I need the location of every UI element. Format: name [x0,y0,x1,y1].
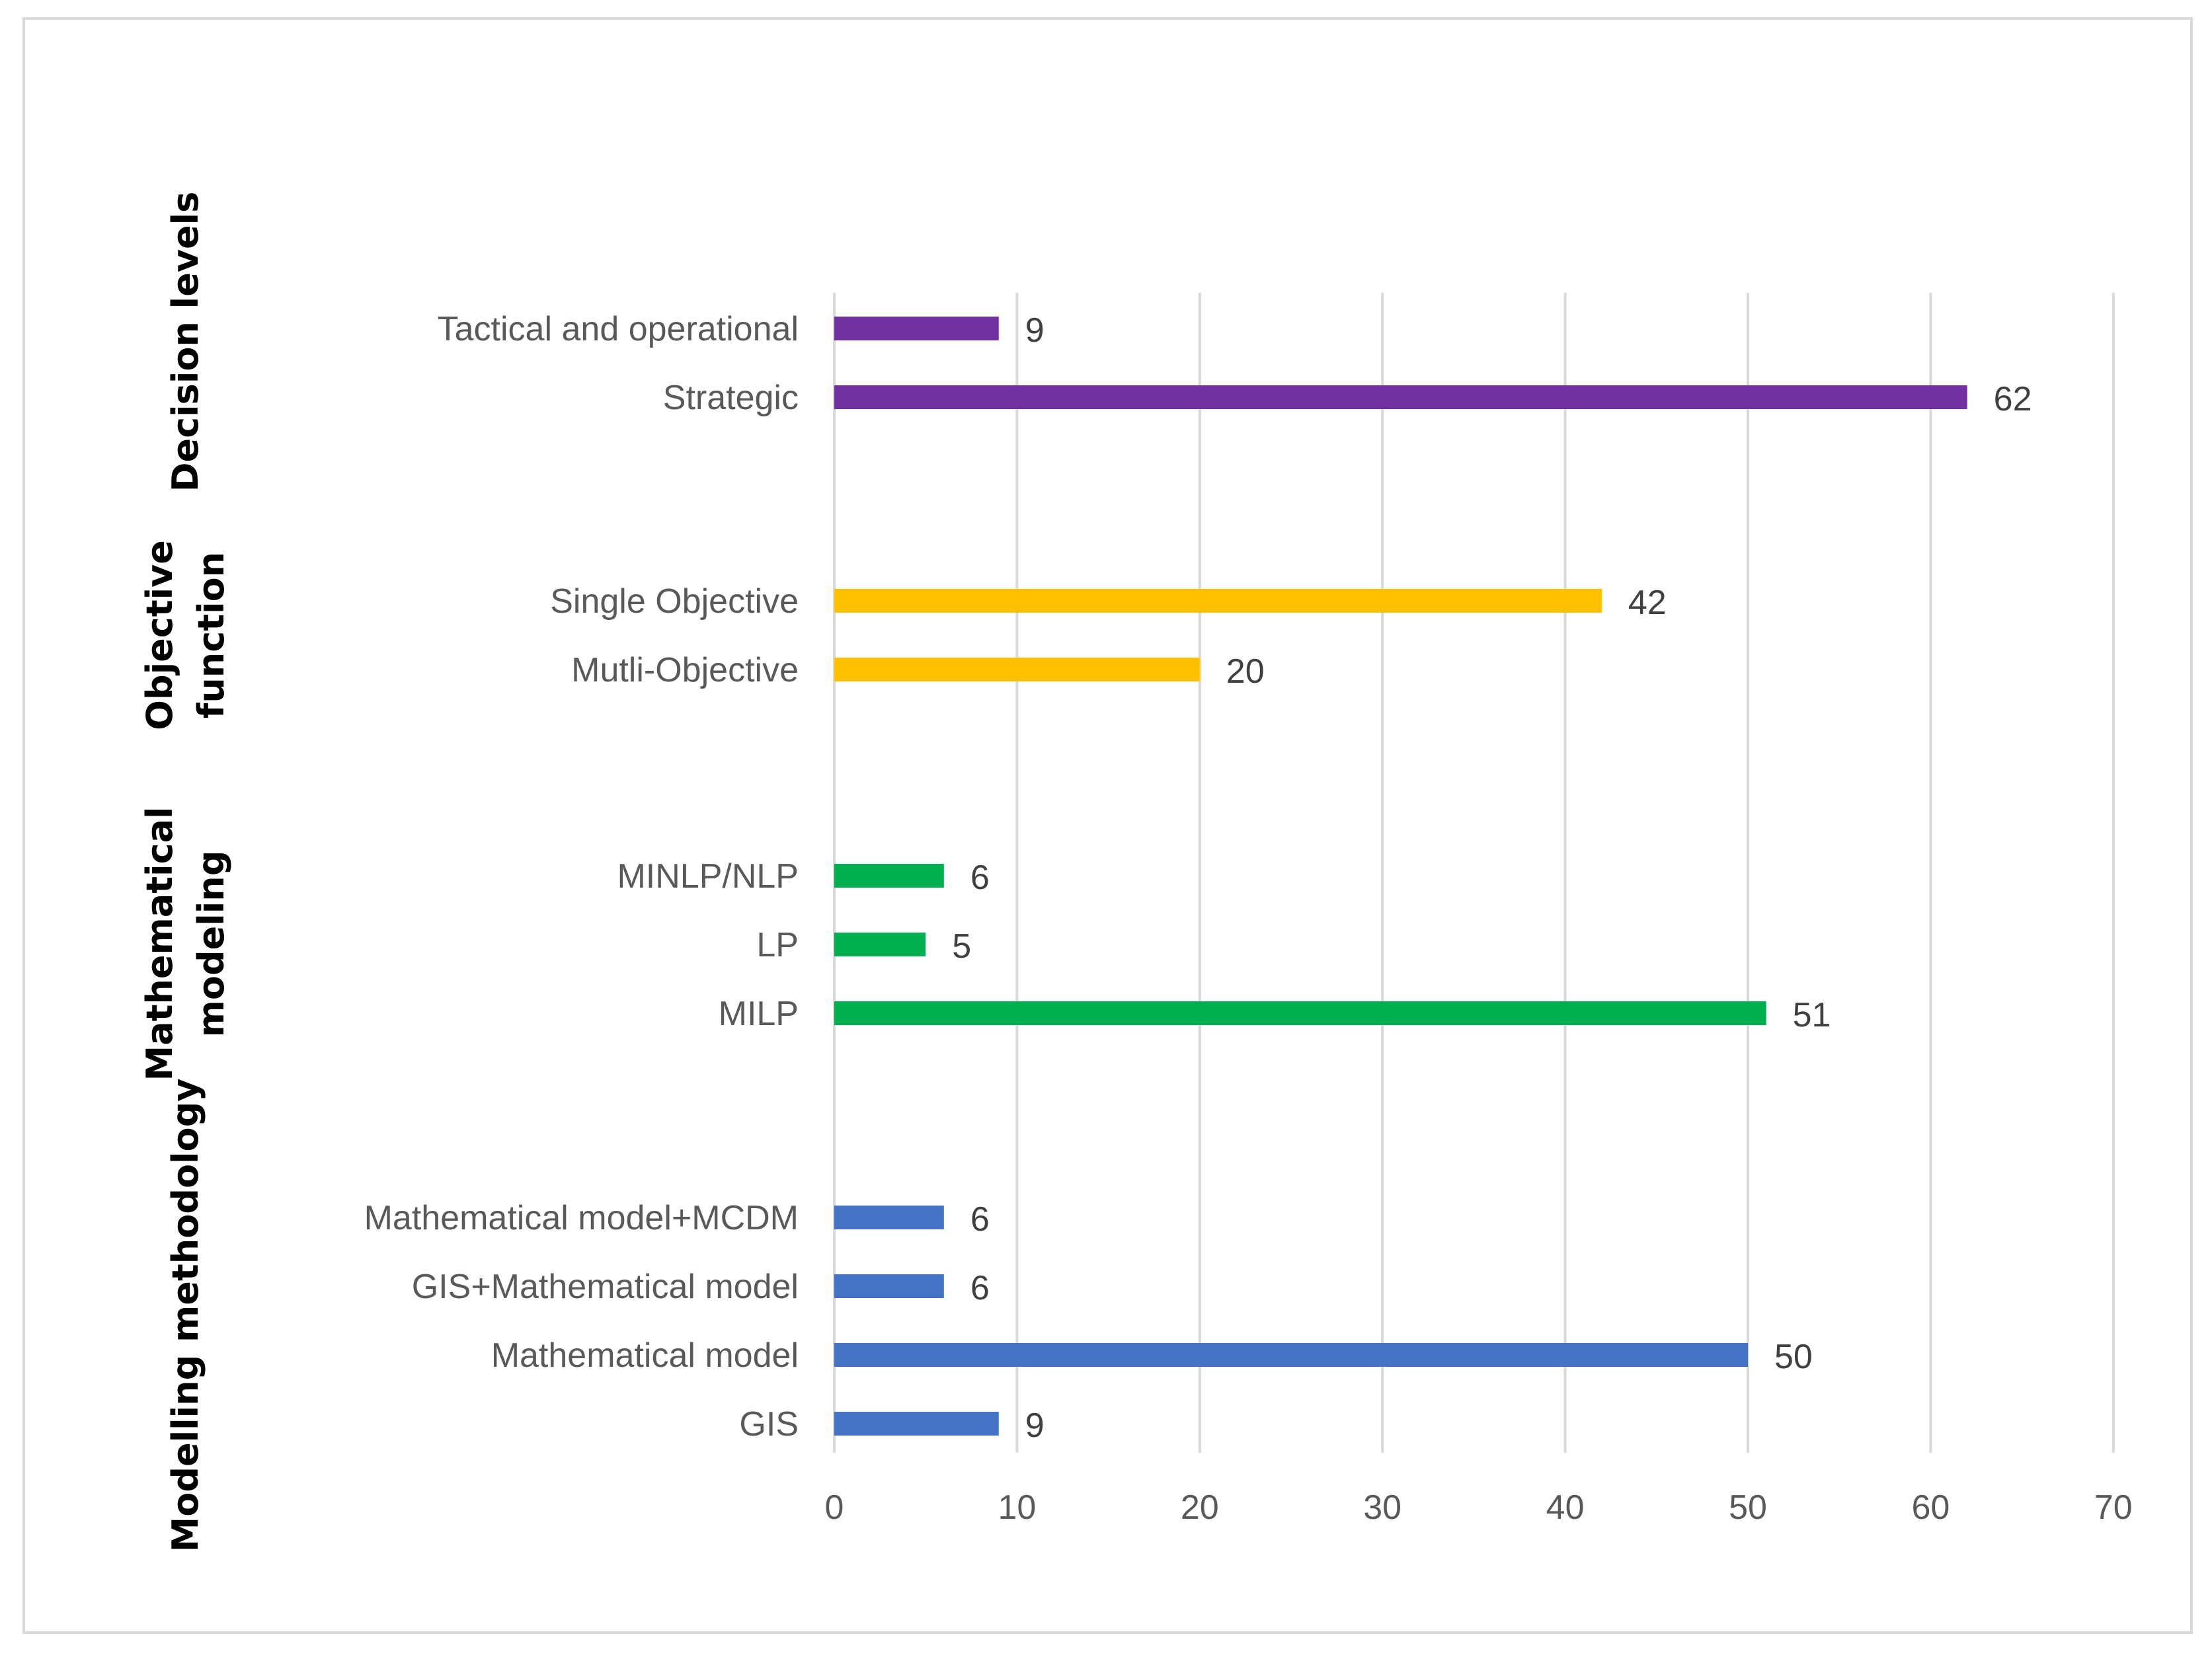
bar [834,1206,944,1229]
category-label: Strategic [663,379,799,417]
bar [834,1343,1748,1367]
x-tick-label: 0 [825,1488,844,1527]
x-tick-label: 50 [1729,1488,1767,1527]
bar [834,933,926,956]
data-label: 62 [1994,380,2032,418]
bar [834,864,944,888]
group-label: Mathematical modeling [139,806,232,1081]
group-label-line: Decision levels [165,192,206,492]
x-tick-label: 30 [1363,1488,1402,1527]
bar [834,1274,944,1298]
group-label: Modelling methodology [165,1078,206,1552]
data-label: 6 [970,859,990,897]
bar [834,589,1602,613]
bar [834,658,1200,681]
category-label: MINLP/NLP [617,857,799,896]
category-label: Mathematical model+MCDM [364,1199,799,1237]
data-label: 9 [1025,1406,1045,1445]
data-label: 51 [1793,996,1831,1034]
data-label: 9 [1025,311,1045,350]
data-label: 20 [1226,652,1265,691]
x-tick-label: 70 [2094,1488,2133,1527]
bar [834,385,1967,409]
x-tick-label: 20 [1181,1488,1219,1527]
category-label: Mathematical model [491,1336,799,1375]
group-label-line: function [190,552,232,718]
data-label: 50 [1774,1338,1813,1376]
x-tick-label: 10 [998,1488,1036,1527]
data-label: 42 [1628,584,1667,622]
bar [834,1412,999,1436]
category-label: LP [756,926,799,964]
group-label-line: Objective [139,540,180,730]
category-label: GIS+Mathematical model [412,1268,799,1306]
group-label-line: Mathematical [139,806,180,1081]
bar [834,317,999,340]
category-label: MILP [719,995,799,1033]
group-label: Decision levels [165,192,206,492]
x-tick-label: 60 [1911,1488,1950,1527]
data-label: 6 [970,1200,990,1239]
bar [834,1001,1766,1025]
group-label-line: modeling [190,851,232,1038]
category-label: GIS [739,1405,799,1443]
category-label: Mutli-Objective [571,651,799,689]
data-label: 5 [952,927,971,966]
group-label: Objective function [139,540,232,730]
category-label: Tactical and operational [438,310,799,348]
group-label-line: Modelling methodology [165,1078,206,1552]
category-label: Single Objective [550,582,799,621]
x-tick-label: 40 [1546,1488,1585,1527]
data-label: 6 [970,1269,990,1307]
